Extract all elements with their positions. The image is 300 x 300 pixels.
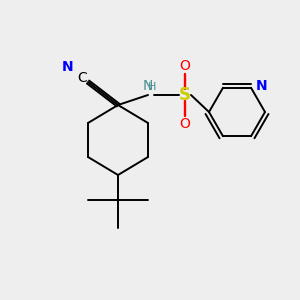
Text: N: N [62, 60, 74, 74]
Text: O: O [180, 117, 190, 131]
Text: N: N [143, 79, 153, 93]
Text: N: N [256, 79, 268, 93]
Text: S: S [179, 86, 191, 104]
Text: H: H [148, 82, 156, 92]
Text: O: O [180, 59, 190, 73]
Text: C: C [77, 71, 87, 85]
